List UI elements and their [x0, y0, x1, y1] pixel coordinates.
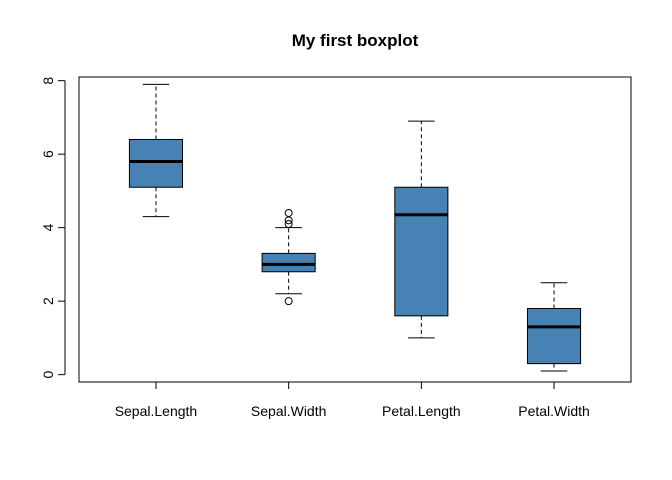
y-tick-label: 6: [40, 150, 56, 158]
box-body: [261, 252, 316, 273]
outlier-point: [284, 216, 293, 225]
x-axis: Sepal.Length Sepal.Width Petal.Length Petal…: [115, 381, 590, 419]
y-tick-label: 2: [40, 297, 56, 305]
y-tick-label: 0: [40, 371, 56, 379]
box-group: [261, 208, 316, 306]
box-series: [128, 83, 582, 372]
box-group: [128, 83, 184, 218]
box-group: [394, 120, 449, 339]
box-body: [128, 138, 184, 188]
y-axis: 0 2 4 6 8: [40, 77, 66, 379]
x-tick-label: Petal.Width: [518, 403, 590, 419]
x-tick-label: Sepal.Length: [115, 403, 198, 419]
box-group: [527, 282, 582, 372]
outlier-point: [284, 208, 293, 217]
outlier-point: [284, 219, 293, 228]
box-body: [394, 186, 449, 317]
outlier-point: [284, 297, 293, 306]
y-tick-label: 4: [40, 224, 56, 232]
x-tick-label: Petal.Length: [382, 403, 461, 419]
y-tick-label: 8: [40, 77, 56, 85]
box-body: [527, 308, 582, 365]
chart-title: My first boxplot: [292, 31, 419, 50]
x-tick-label: Sepal.Width: [251, 403, 326, 419]
